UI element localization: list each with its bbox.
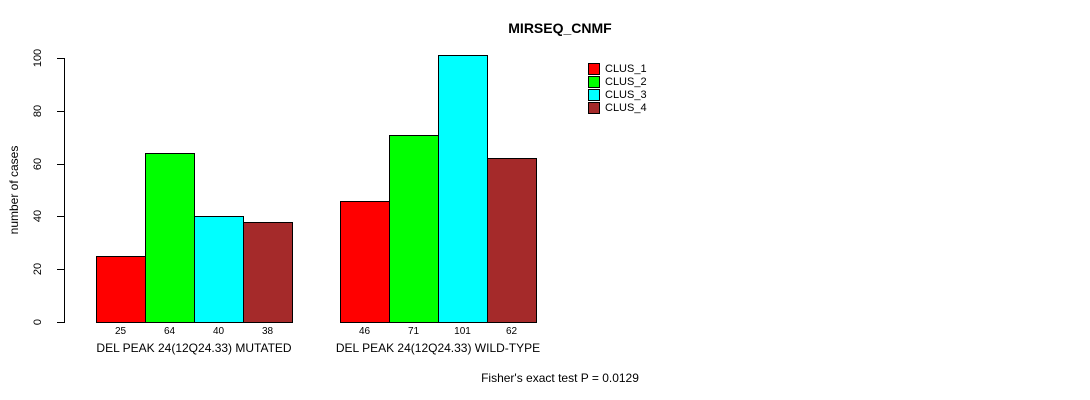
- y-axis-tick: [57, 58, 64, 59]
- bar-value-label: 38: [261, 326, 274, 337]
- bar-value-label: 101: [454, 326, 471, 337]
- bar-value-label: 25: [114, 326, 127, 337]
- y-tick-label: 40: [32, 209, 44, 223]
- bar-value-label: 62: [505, 326, 518, 337]
- y-tick-label: 80: [32, 104, 44, 118]
- legend-item-clus_4: CLUS_4: [588, 101, 647, 114]
- bar-clus_3-group1: [194, 216, 244, 323]
- chart-title: MIRSEQ_CNMF: [508, 20, 612, 36]
- bar-value-label: 64: [163, 326, 176, 337]
- legend-label: CLUS_3: [605, 88, 647, 101]
- y-tick-label: 20: [32, 262, 44, 276]
- bar-clus_1-group2: [340, 201, 390, 323]
- bar-clus_1-group1: [96, 256, 146, 323]
- y-axis-title: number of cases: [7, 145, 21, 235]
- y-axis-tick: [57, 322, 64, 323]
- bar-value-label: 40: [212, 326, 225, 337]
- legend-item-clus_1: CLUS_1: [588, 62, 647, 75]
- legend-item-clus_2: CLUS_2: [588, 75, 647, 88]
- y-tick-label: 60: [32, 157, 44, 171]
- bar-clus_3-group2: [438, 55, 488, 323]
- clus_1-swatch-icon: [588, 62, 600, 75]
- fisher-test-annotation: Fisher's exact test P = 0.0129: [481, 371, 639, 385]
- y-axis-tick: [57, 216, 64, 217]
- legend-label: CLUS_2: [605, 75, 647, 88]
- legend-label: CLUS_4: [605, 101, 647, 114]
- y-axis-tick: [57, 269, 64, 270]
- clus_2-swatch-icon: [588, 75, 600, 88]
- bar-clus_4-group1: [243, 222, 293, 323]
- legend-item-clus_3: CLUS_3: [588, 88, 647, 101]
- legend-label: CLUS_1: [605, 62, 647, 75]
- x-group-label: DEL PEAK 24(12Q24.33) MUTATED: [96, 341, 292, 355]
- y-axis-tick: [57, 111, 64, 112]
- clus_4-swatch-icon: [588, 101, 600, 114]
- bar-value-label: 46: [358, 326, 371, 337]
- y-tick-label: 100: [32, 48, 44, 68]
- y-axis-tick: [57, 164, 64, 165]
- bar-value-label: 71: [407, 326, 420, 337]
- y-tick-label: 0: [32, 318, 44, 326]
- y-axis-line: [64, 58, 65, 323]
- clus_3-swatch-icon: [588, 88, 600, 101]
- bar-clus_2-group1: [145, 153, 195, 323]
- x-group-label: DEL PEAK 24(12Q24.33) WILD-TYPE: [335, 341, 541, 355]
- bar-clus_2-group2: [389, 135, 439, 323]
- bar-clus_4-group2: [487, 158, 537, 323]
